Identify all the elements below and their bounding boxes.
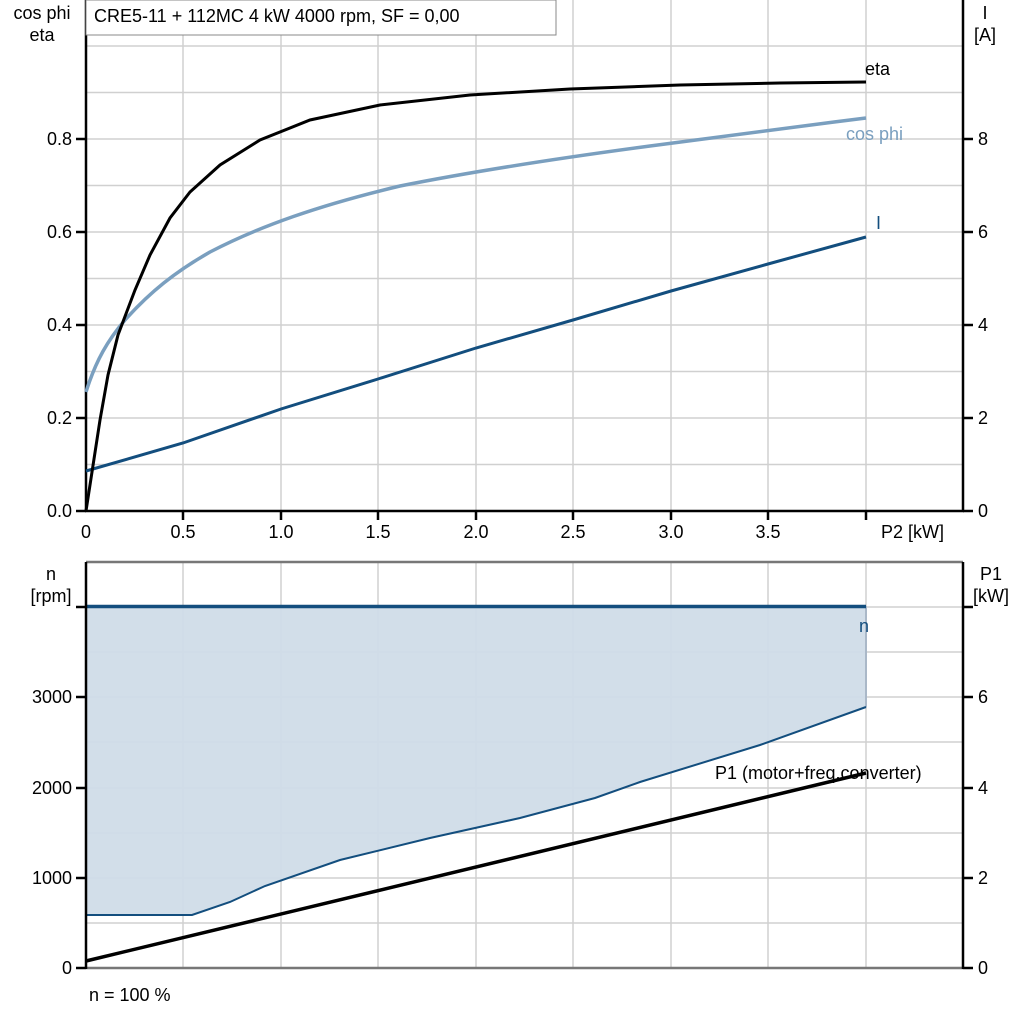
tick-label: 2000 [32,778,72,798]
tick-label: 3.5 [755,522,780,542]
top-grid [86,0,963,511]
tick-label: 2 [978,868,988,888]
label-I: I [876,213,881,233]
label-n: n [859,616,869,636]
left-axis-label-rpm: [rpm] [30,586,71,606]
tick-label: 0 [81,522,91,542]
tick-label: 4 [978,778,988,798]
right-axis-label-I: I [982,3,987,23]
tick-label: 8 [978,129,988,149]
tick-label: 6 [978,687,988,707]
bottom-chart: n P1 (motor+freq.converter) 0 1000 2000 … [30,560,1009,1005]
top-x-ticks: 0 0.5 1.0 1.5 2.0 2.5 3.0 3.5 [81,522,781,542]
label-cos-phi: cos phi [846,124,903,144]
bottom-right-ticks: 0 2 4 6 [978,687,988,978]
curve-I [85,235,867,473]
right-axis-label-P1: P1 [980,564,1002,584]
label-P1: P1 (motor+freq.converter) [715,763,922,783]
speed-footer: n = 100 % [89,985,171,1005]
left-axis-label-n: n [46,564,56,584]
tick-label: 0.5 [170,522,195,542]
tick-label: 0 [978,958,988,978]
tick-label: 0 [978,501,988,521]
tick-label: 2 [978,408,988,428]
tick-label: 6 [978,222,988,242]
tick-label: 3000 [32,687,72,707]
top-left-ticks: 0.0 0.2 0.4 0.6 0.8 [47,129,72,521]
curve-n-min [86,706,867,916]
top-axes [76,0,973,520]
tick-label: 2.5 [560,522,585,542]
tick-label: 1.5 [365,522,390,542]
label-eta: eta [865,59,891,79]
bottom-left-ticks: 0 1000 2000 3000 [32,687,72,978]
tick-label: 4 [978,315,988,335]
title-box [85,0,557,36]
curve-P1 [85,771,867,963]
tick-label: 1.0 [268,522,293,542]
top-chart: eta cos phi I 0.0 0.2 0.4 0.6 0.8 0 2 4 … [13,0,996,542]
tick-label: 0 [62,958,72,978]
tick-label: 0.8 [47,129,72,149]
tick-label: 0.6 [47,222,72,242]
right-axis-label-kW: [kW] [973,586,1009,606]
x-axis-label: P2 [kW] [881,522,944,542]
right-axis-label-A: [A] [974,25,996,45]
left-axis-label-eta: eta [29,25,55,45]
curve-eta [84,80,867,512]
chart-title: CRE5-11 + 112MC 4 kW 4000 rpm, SF = 0,00 [94,6,460,26]
tick-label: 3.0 [658,522,683,542]
top-right-ticks: 0 2 4 6 8 [978,129,988,521]
tick-label: 1000 [32,868,72,888]
tick-label: 0.4 [47,315,72,335]
bottom-axes [76,560,973,970]
left-axis-label-cos-phi: cos phi [13,3,70,23]
tick-label: 0.0 [47,501,72,521]
tick-label: 0.2 [47,408,72,428]
tick-label: 2.0 [463,522,488,542]
operating-range-area [86,606,866,915]
